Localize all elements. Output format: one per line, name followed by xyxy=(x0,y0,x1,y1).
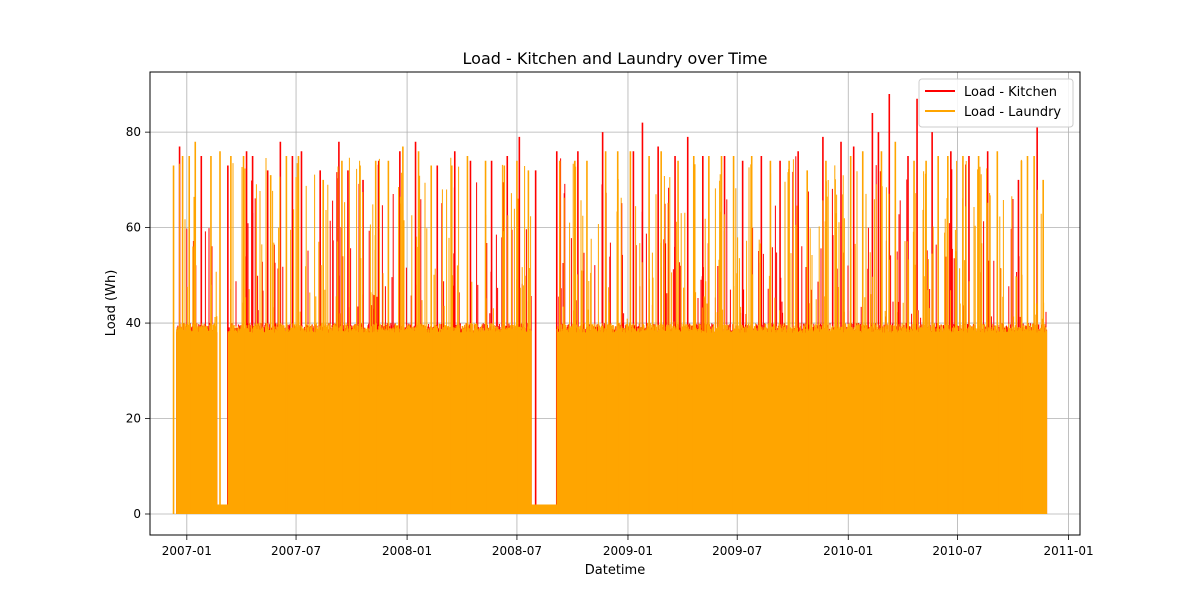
load-texture xyxy=(176,157,1048,514)
y-tick-label: 0 xyxy=(133,507,141,521)
x-tick-label: 2009-07 xyxy=(712,544,762,558)
y-axis-label: Load (Wh) xyxy=(104,270,119,337)
y-tick-label: 80 xyxy=(126,125,141,139)
plot-frame xyxy=(149,71,1081,536)
x-tick-label: 2010-01 xyxy=(823,544,873,558)
x-tick-label: 2008-01 xyxy=(382,544,432,558)
x-tick-label: 2008-07 xyxy=(492,544,542,558)
legend-label-laundry: Load - Laundry xyxy=(964,105,1061,120)
x-tick-label: 2010-07 xyxy=(932,544,982,558)
x-tick-label: 2007-01 xyxy=(162,544,212,558)
plot-data xyxy=(172,93,1048,514)
series-laundry xyxy=(172,141,1048,514)
y-tick-label: 20 xyxy=(126,412,141,426)
y-tick-label: 60 xyxy=(126,221,141,235)
legend-label-kitchen: Load - Kitchen xyxy=(964,85,1057,100)
legend: Load - Kitchen Load - Laundry xyxy=(918,78,1074,128)
y-tick-label: 40 xyxy=(126,316,141,330)
x-tick-label: 2011-01 xyxy=(1043,544,1093,558)
chart-title: Load - Kitchen and Laundry over Time xyxy=(463,49,768,68)
legend-box xyxy=(918,78,1074,128)
x-axis-label: Datetime xyxy=(585,563,645,578)
x-tick-label: 2009-01 xyxy=(603,544,653,558)
axes: 2007-01 2007-07 2008-01 2008-07 2009-01 2009-… xyxy=(126,125,1094,558)
x-tick-label: 2007-07 xyxy=(271,544,321,558)
